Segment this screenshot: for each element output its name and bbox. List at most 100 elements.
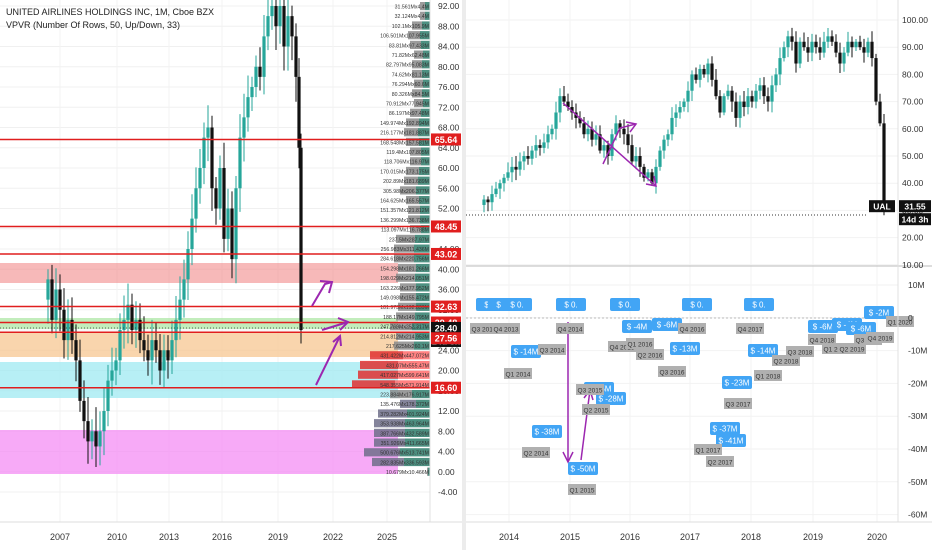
volume-bar	[408, 205, 420, 214]
flow-flag-bg	[532, 425, 562, 438]
y-tick-label: 10M	[908, 280, 925, 290]
flow-flag-label: $ 0.	[510, 301, 523, 310]
volume-bar	[412, 21, 422, 30]
quarter-tag-label: Q3 2013	[472, 327, 497, 334]
price-axis[interactable]: 100.0090.0080.0070.0060.0050.0040.0030.0…	[897, 0, 928, 522]
candle-body	[94, 431, 98, 447]
purple-arrows	[311, 280, 350, 386]
quarter-tag-label: Q4 2016	[680, 327, 705, 334]
price-tag-bg	[431, 321, 461, 334]
volume-bar-up	[415, 234, 430, 243]
candle-body	[706, 63, 710, 75]
left-price-chart[interactable]: 31.561Mx4.4M 32.124Mx4.4M 102.1Mx105.9M 106…	[0, 0, 462, 550]
price-axis[interactable]: 92.00 88.00 84.00 80.00 76.00 72.00 68.00 64.00…	[429, 0, 462, 550]
candle-body	[726, 90, 730, 97]
x-tick-label: 2007	[50, 532, 70, 542]
volume-bar	[414, 79, 423, 88]
quarter-tag-label: Q2 2015	[584, 408, 609, 415]
price-tag-label: 28.40	[435, 323, 458, 333]
candle-body	[762, 85, 766, 97]
volume-bar	[352, 380, 395, 389]
candle-body	[299, 147, 303, 330]
quarter-tag-label: Q4 2014	[558, 327, 583, 334]
candle-body	[162, 350, 166, 371]
y-tick-label: 0	[908, 313, 913, 323]
candle-body	[802, 41, 806, 48]
candle-body	[222, 168, 226, 239]
indicator-label[interactable]: VPVR (Number Of Rows, 50, Up/Down, 33)	[6, 20, 181, 30]
volume-bar	[414, 50, 423, 59]
right-price-chart[interactable]: $ 0.$ 0.$ 0.$ 0.$ 0.$ 0.$ 0.$ -4M$ -6M$ …	[466, 0, 932, 550]
candle-body	[710, 63, 714, 80]
volume-profile: 31.561Mx4.4M 32.124Mx4.4M 102.1Mx105.9M 106…	[352, 2, 430, 476]
candle-body	[518, 161, 522, 170]
volume-bar-up	[416, 293, 430, 302]
candle-body	[246, 97, 250, 118]
y-tick-label: -60M	[908, 510, 927, 520]
y-tick-label: 10.00	[902, 260, 924, 270]
quarter-tag-bg	[866, 332, 894, 343]
flow-flag-bg	[610, 298, 640, 311]
candle-body	[526, 156, 530, 159]
volume-bar-up	[398, 360, 430, 370]
candle-body	[46, 279, 50, 300]
candle-body	[70, 319, 74, 341]
flow-flag-bg	[846, 322, 876, 335]
y-tick-label: 8.00	[438, 426, 455, 436]
volume-label: 284.618Mx220.756M	[380, 257, 429, 263]
y-tick-label: 64.00	[438, 143, 460, 153]
flow-flag-bg	[722, 376, 752, 389]
y-tick-label: 72.00	[438, 102, 460, 112]
volume-bar-up	[407, 409, 430, 418]
candle-body	[814, 41, 818, 48]
y-tick-label: 40.00	[438, 264, 460, 274]
flow-flag-bg	[502, 298, 532, 311]
volume-bar-up	[425, 2, 430, 11]
volume-bar-up	[422, 69, 430, 79]
candle-body	[86, 421, 90, 442]
candle-body	[678, 107, 682, 113]
y-tick-label: 60.00	[902, 124, 924, 134]
volume-label: 76.294Mx60.6M	[392, 82, 429, 88]
time-axis[interactable]: 2014 2015 2016 2017 2018 2019 2020	[466, 521, 932, 542]
quarter-tag-bg	[678, 323, 706, 334]
quarter-tag-bg	[724, 398, 752, 409]
time-axis[interactable]: 2007 2010 2013 2016 2019 2022 2025	[0, 521, 462, 542]
y-tick-label: 84.00	[438, 42, 460, 52]
volume-bar	[400, 186, 416, 195]
flow-flag-label: $ -4M	[627, 323, 648, 332]
candle-body	[74, 340, 78, 361]
y-tick-label: 0.00	[438, 467, 455, 477]
quarter-tag-label: Q3 2016	[660, 370, 685, 377]
left-chart-pane[interactable]: 31.561Mx4.4M 32.124Mx4.4M 102.1Mx105.9M 106…	[0, 0, 462, 550]
candle-body	[126, 304, 130, 320]
candle-body	[514, 166, 518, 170]
flow-flag-label: $ -37M	[713, 425, 738, 434]
symbol-title[interactable]: UNITED AIRLINES HOLDINGS INC, 1M, Cboe B…	[6, 7, 215, 17]
quarter-tag-label: Q1 2019	[824, 347, 849, 354]
candle-body	[858, 41, 862, 48]
pane-divider[interactable]	[462, 0, 466, 550]
flow-flag-bg	[511, 345, 541, 358]
y-tick-label: -20M	[908, 378, 927, 388]
zone-cyan	[0, 362, 398, 398]
right-chart-pane[interactable]: $ 0.$ 0.$ 0.$ 0.$ 0.$ 0.$ 0.$ -4M$ -6M$ …	[466, 0, 932, 550]
flow-flag-bg	[596, 392, 626, 405]
candle-body	[110, 370, 114, 381]
volume-label: 282.835Mx336.593M	[380, 460, 429, 466]
volume-bar	[410, 225, 421, 234]
volume-bar	[400, 399, 416, 408]
volume-bar	[364, 448, 400, 457]
candle-body	[230, 208, 234, 260]
flow-flag-label: $ -50M	[571, 465, 596, 474]
quarter-tag-bg	[504, 368, 532, 379]
zone-red-1	[0, 263, 398, 283]
quarter-tag-bg	[608, 341, 636, 352]
candle-body	[602, 145, 606, 151]
candle-body	[114, 360, 118, 371]
arrow-head-2	[337, 317, 350, 331]
volume-label: 202.89Mx181.689M	[383, 179, 429, 185]
volume-label: 70.912Mx77.945M	[386, 102, 429, 108]
volume-bar-up	[415, 312, 430, 321]
candle-body	[790, 36, 794, 42]
